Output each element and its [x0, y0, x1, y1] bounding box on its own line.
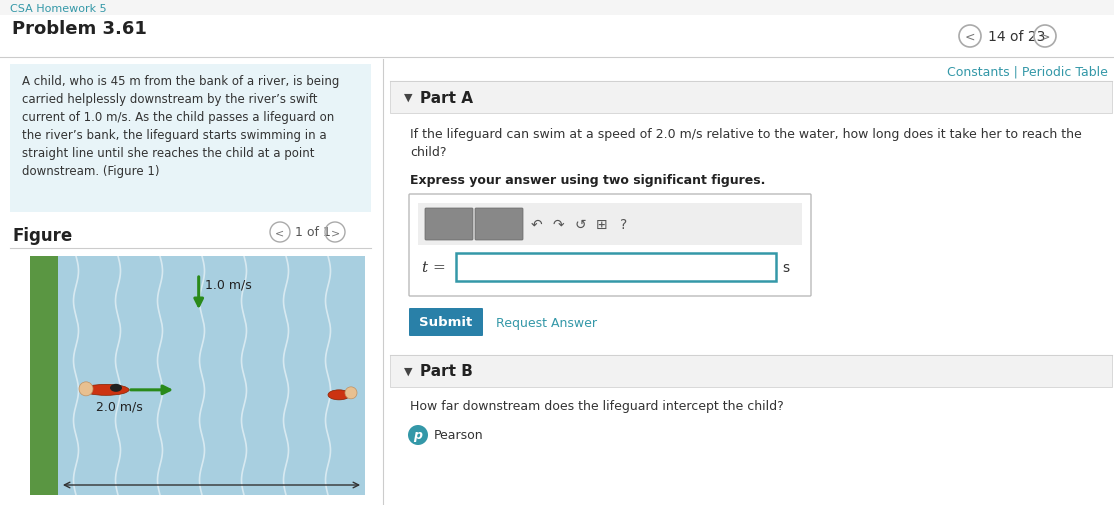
Text: t =: t =	[422, 261, 446, 274]
Ellipse shape	[328, 390, 350, 400]
Text: >: >	[1039, 30, 1051, 43]
Text: the river’s bank, the lifeguard starts swimming in a: the river’s bank, the lifeguard starts s…	[22, 129, 326, 142]
FancyBboxPatch shape	[10, 65, 371, 213]
Text: Part B: Part B	[420, 364, 472, 379]
Text: 14 of 23: 14 of 23	[988, 30, 1045, 44]
Ellipse shape	[84, 385, 129, 395]
FancyBboxPatch shape	[390, 356, 1112, 387]
FancyBboxPatch shape	[30, 257, 58, 495]
Text: s: s	[782, 261, 789, 274]
Text: ΑΣΦ: ΑΣΦ	[487, 220, 510, 230]
Text: ■√□: ■√□	[437, 220, 461, 230]
Circle shape	[79, 382, 92, 396]
FancyBboxPatch shape	[409, 309, 483, 336]
Text: Pearson: Pearson	[434, 429, 483, 442]
FancyBboxPatch shape	[456, 254, 776, 281]
Text: downstream. (Figure 1): downstream. (Figure 1)	[22, 165, 159, 178]
Text: 1 of 1: 1 of 1	[295, 226, 331, 239]
FancyBboxPatch shape	[30, 257, 365, 495]
Text: ⊞: ⊞	[596, 218, 608, 231]
Text: ?: ?	[620, 218, 627, 231]
FancyBboxPatch shape	[418, 204, 802, 245]
Text: If the lifeguard can swim at a speed of 2.0 m/s relative to the water, how long : If the lifeguard can swim at a speed of …	[410, 128, 1082, 141]
Text: ↺: ↺	[574, 218, 586, 231]
Text: ↶: ↶	[530, 218, 541, 231]
Text: current of 1.0 m/s. As the child passes a lifeguard on: current of 1.0 m/s. As the child passes …	[22, 111, 334, 124]
Text: carried helplessly downstream by the river’s swift: carried helplessly downstream by the riv…	[22, 93, 317, 106]
Text: p: p	[413, 429, 422, 442]
Ellipse shape	[110, 384, 123, 392]
Text: ▼: ▼	[404, 93, 412, 103]
Text: Part A: Part A	[420, 90, 473, 105]
Text: child?: child?	[410, 146, 447, 159]
FancyBboxPatch shape	[0, 0, 1114, 16]
Text: 1.0 m/s: 1.0 m/s	[205, 278, 252, 291]
Text: Express your answer using two significant figures.: Express your answer using two significan…	[410, 174, 765, 187]
Text: How far downstream does the lifeguard intercept the child?: How far downstream does the lifeguard in…	[410, 399, 784, 412]
FancyBboxPatch shape	[426, 209, 473, 240]
Text: <: <	[965, 30, 975, 43]
Text: ▼: ▼	[404, 366, 412, 376]
Text: ↷: ↷	[553, 218, 564, 231]
Text: >: >	[331, 228, 340, 237]
Text: Problem 3.61: Problem 3.61	[12, 20, 147, 38]
Text: straight line until she reaches the child at a point: straight line until she reaches the chil…	[22, 147, 314, 160]
Circle shape	[408, 425, 428, 445]
FancyBboxPatch shape	[0, 16, 1114, 58]
Text: Figure: Figure	[12, 227, 72, 244]
Text: <: <	[275, 228, 284, 237]
Text: Request Answer: Request Answer	[496, 316, 597, 329]
Text: 2.0 m/s: 2.0 m/s	[96, 400, 143, 413]
Text: Constants | Periodic Table: Constants | Periodic Table	[947, 65, 1108, 78]
Text: CSA Homework 5: CSA Homework 5	[10, 4, 107, 14]
Circle shape	[345, 387, 356, 399]
Text: A child, who is 45 m from the bank of a river, is being: A child, who is 45 m from the bank of a …	[22, 75, 340, 88]
FancyBboxPatch shape	[409, 194, 811, 296]
FancyBboxPatch shape	[475, 209, 522, 240]
Text: Submit: Submit	[419, 316, 472, 329]
FancyBboxPatch shape	[390, 82, 1112, 114]
